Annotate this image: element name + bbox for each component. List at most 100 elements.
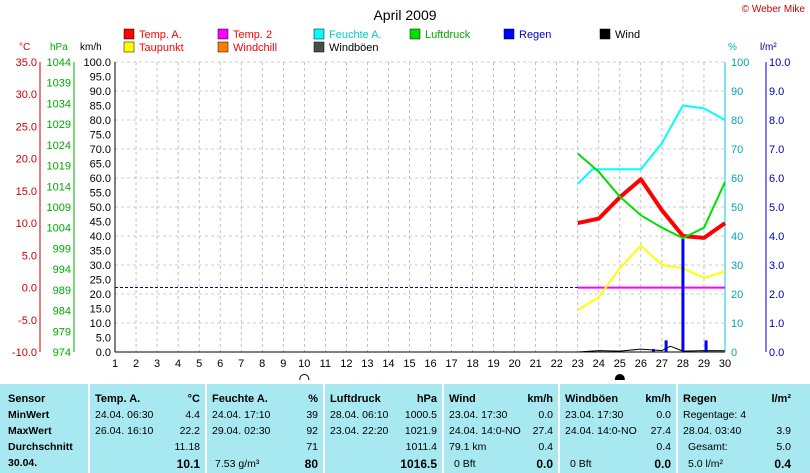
tick-hpa-10: 994: [53, 264, 71, 276]
tick-day-27: 27: [656, 358, 668, 370]
tick-hpa-9: 999: [53, 243, 71, 255]
tick-rain-8: 2.0: [769, 289, 784, 301]
rain-unit: l/m²: [771, 393, 791, 405]
humidity-max-time: 29.04. 02:30: [212, 425, 271, 437]
tick-rain-5: 5.0: [769, 202, 784, 214]
tick-day-16: 16: [424, 358, 436, 370]
tick-day-5: 5: [196, 358, 202, 370]
tick-rain-9: 1.0: [769, 318, 784, 330]
unit-hpa: hPa: [50, 42, 68, 53]
tick-day-13: 13: [361, 358, 373, 370]
stats-rain: Regen l/m² Regentage: 4 28.04. 03:40 3.9…: [678, 384, 796, 473]
temp-min-time: 24.04. 06:30: [95, 409, 154, 421]
pressure-max-time: 23.04. 22:20: [330, 425, 389, 437]
rain-bar-1: [664, 340, 668, 352]
tick-rain-6: 4.0: [769, 231, 784, 243]
tick-kmh-20: 0.0: [96, 347, 111, 359]
tick-hpa-12: 984: [53, 306, 71, 318]
tick-hpa-3: 1029: [47, 119, 71, 131]
tick-day-11: 11: [320, 358, 331, 370]
humidity-min-time: 24.04. 17:10: [212, 409, 271, 421]
tick-kmh-5: 75.0: [90, 130, 111, 142]
legend-swatch-2: [313, 28, 325, 40]
unit-celsius: °C: [19, 42, 30, 53]
tick-day-10: 10: [298, 358, 310, 370]
tick-kmh-12: 40.0: [90, 231, 111, 243]
tick-hpa-7: 1009: [47, 202, 71, 214]
legend-label-7: Windchill: [233, 42, 277, 54]
tick-day-18: 18: [466, 358, 478, 370]
tick-day-22: 22: [551, 358, 563, 370]
tick-hpa-6: 1014: [47, 181, 71, 193]
legend-label-3: Luftdruck: [425, 29, 471, 41]
tick-kmh-9: 55.0: [90, 188, 111, 200]
tick-kmh-18: 10.0: [90, 318, 111, 330]
tick-day-24: 24: [593, 358, 605, 370]
rain-bar-2: [681, 238, 685, 352]
legend-swatch-4: [503, 28, 515, 40]
tick-hpa-2: 1034: [47, 98, 71, 110]
pressure-max: 1021.9: [404, 425, 437, 437]
new-moon-icon: [614, 374, 625, 380]
tick-day-25: 25: [614, 358, 626, 370]
tick-celsius-1: 30.0: [16, 89, 37, 101]
tick-kmh-14: 30.0: [90, 260, 111, 272]
tick-day-14: 14: [382, 358, 394, 370]
legend-swatch-6: [123, 41, 135, 53]
tick-celsius-7: 0.0: [22, 283, 37, 295]
tick-kmh-3: 85.0: [90, 101, 111, 113]
wind-avg: 0.4: [538, 441, 553, 453]
wind-max: 27.4: [532, 425, 553, 437]
stats-temp: Temp. A. °C 24.04. 06:30 4.4 26.04. 16:1…: [90, 384, 205, 473]
unit-rain: l/m²: [760, 42, 777, 53]
humidity-current: 80: [304, 457, 318, 471]
unit-kmh: km/h: [80, 42, 102, 53]
tick-celsius-6: 5.0: [22, 250, 37, 262]
tick-day-7: 7: [238, 358, 244, 370]
tick-kmh-1: 95.0: [90, 72, 111, 84]
tick-kmh-0: 100.0: [83, 57, 111, 69]
stats-pressure: Luftdruck hPa 28.04. 06:10 1000.5 23.04.…: [325, 384, 442, 473]
rain-max-time: 28.04. 03:40: [683, 425, 742, 437]
tick-kmh-8: 60.0: [90, 173, 111, 185]
unit-percent: %: [728, 42, 737, 53]
tick-rain-4: 6.0: [769, 173, 784, 185]
pressure-min: 1000.5: [404, 409, 437, 421]
stats-humidity: Feuchte A. % 24.04. 17:10 39 29.04. 02:3…: [207, 384, 323, 473]
tick-day-19: 19: [487, 358, 499, 370]
tick-rain-0: 10.0: [769, 57, 790, 69]
rain-total-label: Gesamt:: [688, 441, 728, 453]
tick-kmh-6: 70.0: [90, 144, 111, 156]
tick-celsius-0: 35.0: [16, 57, 37, 69]
tick-kmh-4: 80.0: [90, 115, 111, 127]
sensor-row-min: MinWert: [8, 409, 50, 421]
wind-unit: km/h: [527, 393, 553, 405]
stats-wind: Wind km/h 23.04. 17:30 0.0 24.04. 14:0-N…: [444, 384, 558, 473]
tick-percent-1: 90: [731, 86, 743, 98]
tick-percent-8: 20: [731, 289, 743, 301]
humidity-avg: 71: [306, 441, 318, 453]
gusts-min: 0.0: [656, 409, 671, 421]
tick-hpa-8: 1004: [47, 223, 71, 235]
tick-day-20: 20: [509, 358, 521, 370]
tick-day-26: 26: [635, 358, 647, 370]
tick-kmh-16: 20.0: [90, 289, 111, 301]
gusts-current: 0.0: [654, 457, 671, 471]
tick-day-15: 15: [403, 358, 415, 370]
wind-distance: 79.1 km: [449, 441, 487, 453]
tick-percent-9: 10: [731, 318, 743, 330]
tick-day-29: 29: [698, 358, 710, 370]
weather-chart: April 2009 © Weber Mike Temp. A. Temp. 2 Feu…: [12, 4, 805, 380]
wind-max-time: 24.04. 14:0-NO: [449, 425, 521, 437]
tick-rain-10: 0.0: [769, 347, 784, 359]
tick-kmh-11: 45.0: [90, 217, 111, 229]
tick-kmh-19: 5.0: [96, 333, 111, 345]
tick-kmh-15: 25.0: [90, 275, 111, 287]
tick-kmh-7: 65.0: [90, 159, 111, 171]
sensor-header: Sensor: [8, 393, 46, 405]
gusts-max-time: 24.04. 14:0-NO: [565, 425, 637, 437]
series-line-0: [577, 177, 727, 240]
humidity-min: 39: [306, 409, 318, 421]
temp-min: 4.4: [185, 409, 200, 421]
legend-label-8: Windböen: [329, 42, 379, 54]
